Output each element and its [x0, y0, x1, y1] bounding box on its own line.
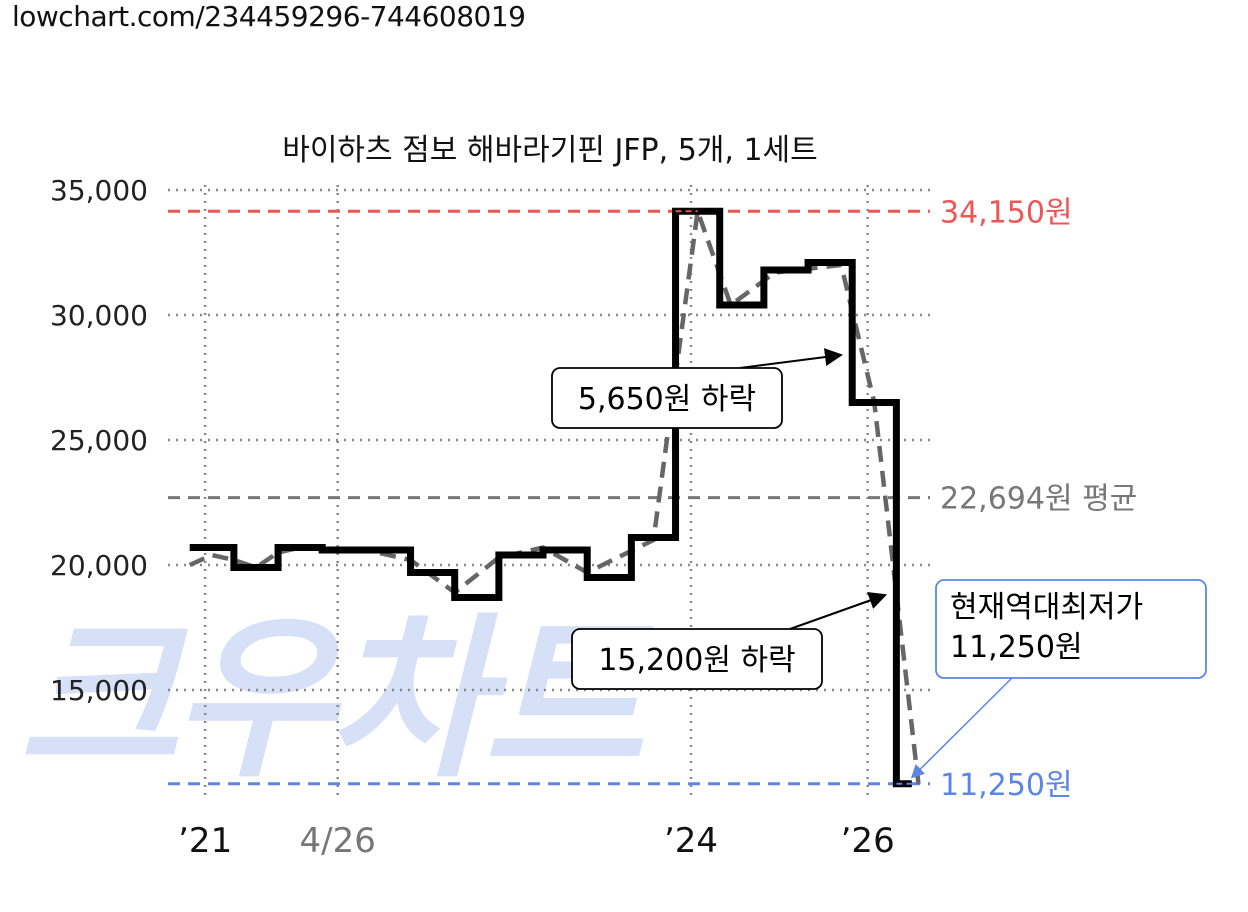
y-tick-label: 35,000 — [50, 174, 148, 207]
annotation-text: 5,650원 하락 — [578, 382, 756, 417]
annotation-arrow — [789, 591, 888, 630]
annotations: 5,650원 하락 15,200원 하락 현재역대최저가 11,250원 — [551, 348, 1207, 779]
annotation-box — [551, 367, 783, 429]
annotation-2: 15,200원 하락 — [571, 591, 888, 690]
annotation-box — [935, 579, 1207, 679]
y-axis: 35,000 30,000 25,000 20,000 15,000 — [50, 174, 148, 707]
x-axis: ’21 4/26 ’24 ’26 — [178, 821, 895, 861]
x-tick-label: ’21 — [178, 821, 232, 861]
annotation-text: 11,250원 — [950, 630, 1083, 665]
annotation-1: 5,650원 하락 — [551, 348, 843, 429]
y-tick-label: 30,000 — [50, 299, 148, 332]
x-tick-label: 4/26 — [299, 821, 375, 861]
y-tick-label: 15,000 — [50, 674, 148, 707]
reference-lines: 34,150원 22,694원 평균 11,250원 — [168, 195, 1137, 803]
annotation-arrow — [739, 348, 843, 369]
reference-label: 11,250원 — [940, 768, 1073, 803]
price-step-line — [189, 207, 912, 788]
watermark: 크우차트 — [18, 599, 654, 802]
y-tick-label: 25,000 — [50, 424, 148, 457]
reference-label: 34,150원 — [940, 195, 1073, 230]
x-tick-label: ’26 — [841, 821, 895, 861]
y-tick-label: 20,000 — [50, 549, 148, 582]
annotation-3: 현재역대최저가 11,250원 — [910, 579, 1207, 779]
annotation-arrow — [910, 677, 1013, 779]
chart-title: 바이하츠 점보 해바라기핀 JFP, 5개, 1세트 — [282, 133, 818, 168]
annotation-box — [571, 628, 823, 690]
x-tick-label: ’24 — [664, 821, 718, 861]
reference-label: 22,694원 평균 — [940, 482, 1137, 517]
page-url: lowchart.com/234459296-744608019 — [12, 0, 526, 33]
grid — [168, 185, 930, 800]
annotation-text: 현재역대최저가 — [950, 590, 1143, 625]
series-layer — [188, 207, 921, 788]
annotation-text: 15,200원 하락 — [598, 643, 795, 678]
